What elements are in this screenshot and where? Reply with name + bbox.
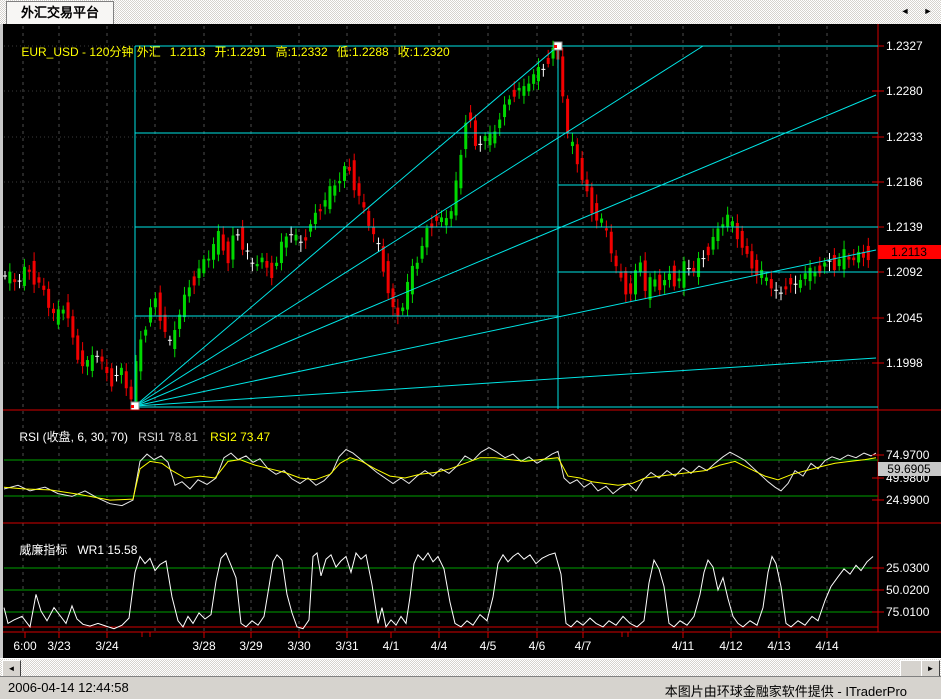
svg-text:6:00: 6:00 — [13, 639, 37, 653]
svg-text:1.2113: 1.2113 — [891, 245, 927, 259]
svg-text:74.9700: 74.9700 — [886, 448, 930, 462]
svg-text:4/13: 4/13 — [767, 639, 791, 653]
svg-text:3/29: 3/29 — [239, 639, 263, 653]
tab-bar: 外汇交易平台 ◄ ► — [0, 0, 941, 25]
rsi2-value: RSI2 73.47 — [210, 430, 271, 444]
svg-text:1.2233: 1.2233 — [886, 130, 923, 144]
rsi-header: RSI (收盘, 6, 30, 70) RSI1 78.81 RSI2 73.47 — [6, 414, 270, 459]
symbol-label: EUR_USD - 120分钟 外汇 — [21, 45, 161, 59]
svg-text:1.2327: 1.2327 — [886, 39, 923, 53]
svg-text:4/6: 4/6 — [529, 639, 546, 653]
svg-text:24.9900: 24.9900 — [886, 493, 930, 507]
svg-text:3/31: 3/31 — [335, 639, 359, 653]
svg-text:3/24: 3/24 — [95, 639, 119, 653]
svg-text:75.0100: 75.0100 — [886, 605, 930, 619]
left-border-strip — [0, 24, 3, 658]
last-price: 1.2113 — [169, 45, 206, 59]
svg-text:4/1: 4/1 — [383, 639, 400, 653]
svg-text:3/30: 3/30 — [287, 639, 311, 653]
wr1-value: WR1 15.58 — [77, 543, 138, 557]
scrollbar-right-arrow-icon[interactable]: ► — [921, 660, 940, 678]
horizontal-scrollbar[interactable]: ◄ ► — [0, 658, 941, 678]
svg-text:1.2045: 1.2045 — [886, 311, 923, 325]
low-price: 低:1.2288 — [336, 45, 389, 59]
williams-header: 威廉指标 WR1 15.58 — [6, 527, 137, 572]
svg-text:4/12: 4/12 — [719, 639, 743, 653]
chart-area[interactable]: 1.2327 1.2280 1.2233 1.2186 1.2139 1.2092 1.20… — [0, 24, 941, 658]
svg-text:4/11: 4/11 — [672, 639, 695, 653]
status-datetime: 2006-04-14 12:44:58 — [8, 680, 129, 695]
svg-text:1.2139: 1.2139 — [886, 220, 923, 234]
rsi1-value: RSI1 78.81 — [138, 430, 199, 444]
open-price: 开:1.2291 — [214, 45, 267, 59]
tab-scroll-left-icon[interactable]: ◄ — [900, 6, 910, 16]
status-credit: 本图片由环球金融家软件提供 - ITraderPro — [664, 684, 907, 699]
close-price: 收:1.2320 — [397, 45, 450, 59]
status-bar: 2006-04-14 12:44:58 本图片由环球金融家软件提供 - ITra… — [0, 676, 941, 699]
svg-text:3/23: 3/23 — [47, 639, 71, 653]
svg-text:59.6905: 59.6905 — [887, 462, 931, 476]
svg-text:1.2092: 1.2092 — [886, 265, 923, 279]
rsi-title: RSI (收盘, 6, 30, 70) — [19, 430, 129, 444]
high-price: 高:1.2332 — [275, 45, 328, 59]
symbol-header: EUR_USD - 120分钟 外汇 1.2113 开:1.2291 高:1.2332… — [8, 29, 459, 74]
svg-text:50.0200: 50.0200 — [886, 583, 930, 597]
svg-text:1.1998: 1.1998 — [886, 356, 923, 370]
tab-scroll-right-icon[interactable]: ► — [923, 6, 933, 16]
svg-text:25.0300: 25.0300 — [886, 561, 930, 575]
svg-text:4/7: 4/7 — [575, 639, 592, 653]
svg-text:4/5: 4/5 — [480, 639, 497, 653]
svg-text:4/14: 4/14 — [815, 639, 839, 653]
svg-text:1.2186: 1.2186 — [886, 175, 923, 189]
svg-text:1.2280: 1.2280 — [886, 84, 923, 98]
candlestick-chart-canvas[interactable]: 1.2327 1.2280 1.2233 1.2186 1.2139 1.2092 1.20… — [0, 24, 941, 658]
tab-forex-platform[interactable]: 外汇交易平台 — [6, 1, 115, 24]
williams-title: 威廉指标 — [19, 543, 68, 557]
svg-text:3/28: 3/28 — [192, 639, 216, 653]
svg-text:4/4: 4/4 — [431, 639, 448, 653]
